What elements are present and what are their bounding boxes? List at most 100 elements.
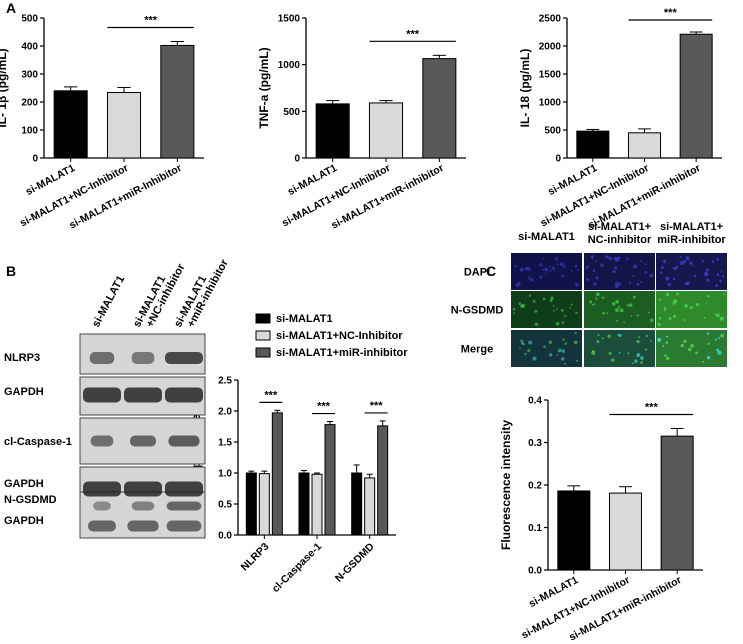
- significance-label: ***: [144, 15, 158, 27]
- micro-cell: [520, 339, 524, 343]
- micro-cell: [650, 340, 652, 343]
- micro-cell: [626, 257, 629, 261]
- micro-cell: [548, 353, 553, 357]
- micro-panel: [656, 253, 727, 290]
- micro-cell: [542, 297, 546, 301]
- micro-cell: [512, 307, 516, 311]
- micro-cell: [514, 264, 517, 268]
- micro-cell: [644, 263, 647, 266]
- micro-cell: [705, 268, 709, 272]
- micro-panel: [511, 330, 582, 367]
- micro-cell: [611, 301, 616, 306]
- micro-cell: [518, 302, 522, 305]
- micro-cell: [557, 350, 560, 353]
- micro-cell: [638, 336, 640, 339]
- bar: [106, 91, 142, 159]
- micro-cell: [658, 298, 662, 301]
- micro-cell: [608, 351, 612, 355]
- micro-cell: [574, 264, 578, 268]
- bar: [368, 102, 404, 159]
- micro-cell: [715, 313, 720, 318]
- y-axis-label: Fluorescence intensity: [499, 420, 513, 550]
- micro-cell: [683, 339, 687, 343]
- micro-cell: [679, 255, 682, 258]
- blot-band: [166, 501, 202, 511]
- blot-band: [165, 387, 203, 403]
- micro-cell: [591, 257, 594, 260]
- micro-cell: [636, 339, 640, 344]
- blot-row-label: N-GSDMD: [4, 494, 57, 506]
- micro-cell: [634, 359, 638, 363]
- micro-cell: [719, 279, 722, 283]
- micro-cell: [672, 314, 677, 319]
- blot-row-label: NLRP3: [4, 352, 40, 364]
- micro-cell: [665, 276, 670, 281]
- blot-band: [131, 501, 155, 511]
- significance-label: ***: [406, 28, 420, 40]
- y-tick-label: 0.2: [528, 481, 542, 492]
- micro-column-label: NC-inhibitor: [588, 234, 652, 246]
- micro-cell: [723, 293, 725, 296]
- micro-cell: [633, 264, 638, 269]
- micro-cell: [630, 315, 633, 317]
- micro-cell: [570, 303, 573, 306]
- micro-cell: [632, 274, 635, 277]
- blot-band: [165, 352, 203, 364]
- legend-label: si-MALAT1+miR-inhibitor: [276, 347, 408, 359]
- micro-cell: [706, 355, 711, 360]
- micro-cell: [682, 260, 686, 264]
- micro-cell: [561, 321, 565, 325]
- micro-cell: [684, 304, 688, 308]
- bar: [258, 473, 270, 536]
- y-tick-label: 0.4: [528, 396, 542, 407]
- micro-cell: [632, 295, 636, 299]
- legend-swatch: [255, 330, 271, 341]
- micro-cell: [539, 275, 543, 279]
- micro-cell: [716, 348, 720, 352]
- micro-cell: [618, 333, 622, 338]
- micro-cell: [614, 284, 619, 288]
- micro-cell: [673, 299, 678, 304]
- micro-cell: [628, 281, 632, 285]
- micro-panel: [656, 330, 727, 367]
- micro-cell: [665, 292, 670, 297]
- micro-cell: [589, 300, 593, 304]
- y-tick-label: 0: [294, 154, 300, 165]
- micro-cell: [687, 347, 692, 352]
- y-tick-label: 0.5: [218, 500, 232, 511]
- micro-cell: [585, 265, 590, 269]
- y-tick-label: 1500: [278, 14, 301, 25]
- micro-cell: [526, 266, 530, 270]
- micro-cell: [595, 276, 599, 280]
- y-tick-label: 2.5: [218, 376, 232, 387]
- micro-cell: [676, 292, 679, 296]
- micro-cell: [521, 303, 526, 308]
- blot-band: [83, 481, 121, 497]
- micro-cell: [617, 282, 622, 286]
- micro-cell: [623, 321, 625, 324]
- micro-cell: [595, 260, 597, 262]
- blot-band: [165, 481, 203, 497]
- micro-cell: [529, 277, 534, 282]
- blot-band: [166, 520, 202, 532]
- micro-cell: [591, 350, 596, 355]
- micro-cell: [601, 296, 605, 300]
- bar: [679, 33, 713, 159]
- micro-cell: [574, 331, 577, 335]
- micro-cell: [591, 304, 594, 306]
- micro-cell: [645, 334, 648, 338]
- micro-cell: [513, 312, 516, 315]
- y-tick-label: 2000: [539, 42, 562, 53]
- micro-cell: [555, 256, 559, 260]
- micro-cell: [685, 256, 690, 261]
- y-axis-label: IL- 18 (pg/mL): [518, 49, 532, 128]
- micro-cell: [680, 343, 684, 348]
- micro-cell: [626, 304, 630, 307]
- y-tick-label: 1500: [539, 70, 562, 81]
- micro-cell: [690, 343, 694, 348]
- micro-cell: [664, 354, 667, 357]
- micro-cell: [527, 348, 531, 353]
- micro-cell: [605, 255, 609, 259]
- micro-cell: [689, 261, 693, 265]
- micro-cell: [716, 273, 720, 276]
